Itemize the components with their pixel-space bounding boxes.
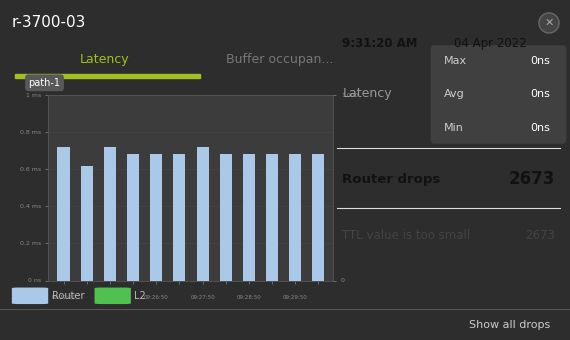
Text: 09:25:50: 09:25:50 xyxy=(97,295,122,300)
Text: 09:29:50: 09:29:50 xyxy=(283,295,308,300)
Text: 09:26:50: 09:26:50 xyxy=(144,295,169,300)
Bar xyxy=(243,154,255,280)
Bar xyxy=(127,154,139,280)
Text: Buffer occupan...: Buffer occupan... xyxy=(226,53,333,66)
Circle shape xyxy=(539,13,559,33)
Text: Latency: Latency xyxy=(47,121,81,130)
Bar xyxy=(266,154,278,280)
Bar xyxy=(312,154,324,280)
Text: path-1: path-1 xyxy=(28,78,60,88)
Bar xyxy=(150,154,162,280)
Text: 09:27:50: 09:27:50 xyxy=(190,295,215,300)
Bar xyxy=(15,74,200,78)
Bar xyxy=(58,147,70,280)
Text: Latency: Latency xyxy=(342,87,392,100)
Text: Latency: Latency xyxy=(80,53,130,66)
Bar xyxy=(104,147,116,280)
Text: r-3700-03: r-3700-03 xyxy=(12,15,87,31)
Text: Router: Router xyxy=(51,291,84,301)
Text: 2673: 2673 xyxy=(509,170,555,188)
FancyBboxPatch shape xyxy=(12,288,48,304)
Text: ✕: ✕ xyxy=(544,18,553,28)
FancyBboxPatch shape xyxy=(95,288,131,304)
Text: Max: Max xyxy=(444,56,467,66)
Bar xyxy=(173,154,185,280)
Text: 0ns: 0ns xyxy=(531,123,551,133)
Text: 9:31:20 AM: 9:31:20 AM xyxy=(342,37,418,50)
Text: Show all drops: Show all drops xyxy=(469,320,550,330)
Text: 0ns: 0ns xyxy=(531,89,551,99)
Bar xyxy=(289,154,301,280)
Text: 0ns: 0ns xyxy=(531,56,551,66)
Text: Router drops: Router drops xyxy=(342,173,441,186)
Text: Avg: Avg xyxy=(444,89,465,99)
Text: 02:12:20: 02:12:20 xyxy=(51,295,76,300)
Bar xyxy=(197,147,209,280)
FancyBboxPatch shape xyxy=(431,45,567,144)
Text: 2673: 2673 xyxy=(526,228,555,242)
Bar xyxy=(81,166,93,280)
Text: TTL value is too small: TTL value is too small xyxy=(342,228,471,242)
Text: L2: L2 xyxy=(134,291,146,301)
Text: 04 Apr 2022: 04 Apr 2022 xyxy=(454,37,527,50)
Bar xyxy=(219,154,232,280)
Text: 09:28:50: 09:28:50 xyxy=(237,295,261,300)
Text: Min: Min xyxy=(444,123,464,133)
